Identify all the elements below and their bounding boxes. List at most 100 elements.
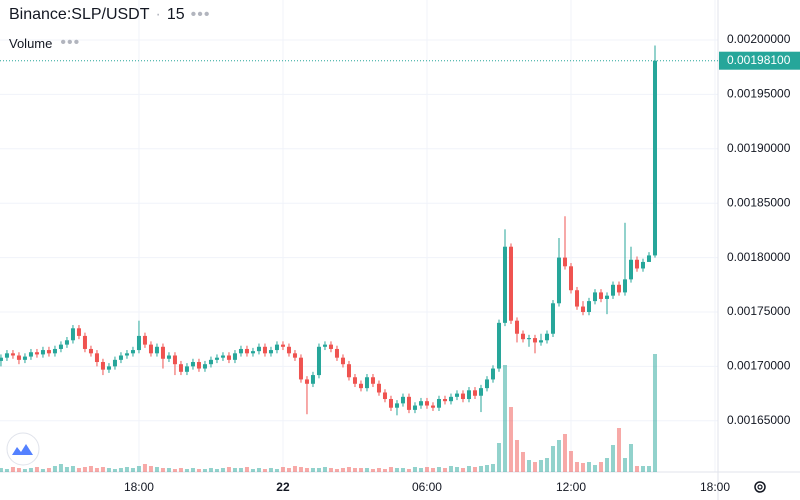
candle-body: [196, 362, 201, 369]
volume-bar: [154, 467, 159, 472]
candle-body: [166, 355, 171, 359]
volume-bar: [10, 467, 15, 472]
candle-body: [340, 357, 345, 365]
candle-body: [70, 328, 75, 341]
volume-bar: [22, 469, 27, 472]
last-price-tag: [719, 51, 800, 70]
symbol[interactable]: Binance:SLP/USDT: [9, 6, 150, 23]
candle-body: [490, 368, 495, 380]
interval[interactable]: 15: [166, 6, 185, 23]
candle-body: [442, 399, 447, 402]
candle-body: [238, 348, 243, 354]
candle-body: [484, 379, 489, 389]
candle-body: [100, 362, 105, 370]
candle-body: [496, 322, 501, 369]
volume-bar: [550, 446, 555, 472]
candle-body: [604, 295, 609, 299]
candle-body: [220, 355, 225, 358]
candle-body: [376, 383, 381, 393]
volume-bar: [184, 469, 189, 472]
volume-bar: [244, 467, 249, 472]
volume-bar: [532, 462, 537, 472]
volume-bar: [388, 467, 393, 472]
candle-body: [466, 390, 471, 400]
volume-bar: [538, 460, 543, 472]
volume-bar: [400, 468, 405, 472]
candle-body: [82, 335, 87, 349]
candle-body: [208, 359, 213, 365]
volume-bar: [256, 468, 261, 472]
candle-body: [430, 405, 435, 408]
volume-bar: [40, 469, 45, 472]
volume-bar: [226, 467, 231, 472]
volume-bar: [310, 468, 315, 472]
volume-bar: [268, 468, 273, 472]
x-tick-label: 18:00: [700, 480, 730, 494]
volume-bar: [424, 467, 429, 472]
x-tick-label: 06:00: [412, 480, 442, 494]
volume-bar: [574, 462, 579, 472]
candle-body: [514, 320, 519, 334]
volume-bar: [394, 468, 399, 472]
volume-bar: [652, 354, 657, 472]
candle-body: [76, 328, 81, 336]
volume-more[interactable]: •••: [60, 34, 81, 51]
more-button[interactable]: •••: [190, 6, 211, 23]
volume-bar: [406, 469, 411, 472]
candle-body: [526, 338, 531, 340]
candle-body: [292, 353, 297, 358]
candle-body: [454, 393, 459, 397]
candle-body: [502, 246, 507, 323]
volume-bar: [28, 468, 33, 472]
volume-bar: [178, 468, 183, 472]
candle-body: [412, 405, 417, 410]
candle-body: [580, 306, 585, 312]
volume-bar: [358, 468, 363, 472]
volume-bar: [586, 462, 591, 472]
candle-body: [556, 257, 561, 304]
volume-bar: [568, 451, 573, 472]
candle-body: [142, 335, 147, 345]
volume-bar: [382, 469, 387, 472]
volume-bar: [316, 468, 321, 472]
volume-bar: [646, 466, 651, 472]
volume-bar: [106, 468, 111, 472]
volume-bar: [412, 467, 417, 472]
volume-bar: [286, 468, 291, 472]
tv-logo[interactable]: [6, 432, 40, 466]
volume-bar: [208, 468, 213, 472]
candle-body: [316, 346, 321, 376]
candle-body: [358, 383, 363, 389]
volume-bar: [112, 469, 117, 472]
candle-body: [328, 344, 333, 349]
candle-body: [52, 348, 57, 354]
y-tick-label: 0.00185000: [727, 195, 791, 209]
volume-bar: [160, 468, 165, 472]
x-tick-label: 12:00: [556, 480, 586, 494]
volume-bar: [76, 468, 81, 472]
volume-bar: [490, 464, 495, 472]
candle-body: [28, 352, 33, 357]
candle-body: [178, 364, 183, 372]
volume-bar: [202, 469, 207, 472]
candle-body: [58, 344, 63, 349]
candle-body: [94, 353, 99, 363]
candle-body: [322, 344, 327, 347]
volume-bar: [70, 466, 75, 472]
volume-bar: [0, 468, 3, 472]
y-tick-label: 0.00170000: [727, 359, 791, 373]
candle-body: [532, 338, 537, 343]
candle-body: [652, 60, 657, 256]
candle-body: [34, 352, 39, 355]
candle-body: [64, 340, 69, 345]
volume-bar: [130, 468, 135, 472]
settings-gear[interactable]: [754, 481, 766, 493]
volume-bar: [148, 466, 153, 472]
candle-body: [424, 401, 429, 406]
candle-body: [610, 284, 615, 296]
volume-bar: [220, 468, 225, 472]
candle-body: [214, 357, 219, 360]
volume-bar: [346, 467, 351, 472]
volume-bar: [166, 468, 171, 472]
candle-body: [202, 364, 207, 369]
